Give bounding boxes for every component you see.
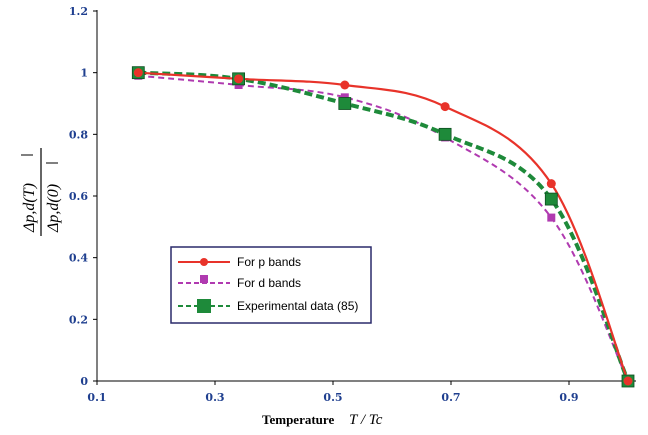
y-tick-label: 1 (80, 67, 88, 80)
data-point (440, 102, 450, 112)
x-tick-label: 0.7 (441, 391, 460, 404)
legend-marker (200, 275, 208, 283)
legend-label: For d bands (237, 276, 301, 290)
legend-label: Experimental data (85) (237, 299, 358, 313)
data-point (623, 376, 633, 386)
data-point (546, 179, 556, 189)
x-tick-label: 0.3 (205, 391, 224, 404)
x-tick-label: 0.5 (323, 391, 342, 404)
data-point (234, 74, 244, 84)
data-point (133, 68, 143, 78)
x-tick-label: 0.9 (559, 391, 578, 404)
legend: For p bands For d bands Experimental data … (170, 246, 372, 324)
y-tick-label: 1.2 (69, 5, 88, 18)
y-tick-label: 0.6 (69, 190, 88, 203)
y-label-denominator: Δp,d(0) (45, 184, 62, 233)
data-point (338, 97, 352, 110)
data-point (547, 213, 556, 222)
legend-label: For p bands (237, 255, 301, 269)
x-axis-label: Temperature (262, 412, 334, 427)
y-tick-label: 0 (80, 375, 88, 388)
legend-entries: For p bands For d bands Experimental data … (178, 255, 358, 313)
y-tick-label: 0.4 (69, 252, 88, 265)
data-point (544, 192, 558, 206)
legend-marker (197, 299, 211, 313)
legend-marker (200, 258, 208, 266)
series-line (138, 70, 630, 382)
x-ticks: 0.1 0.3 0.5 0.7 0.9 (87, 381, 579, 404)
series-layer (131, 66, 635, 388)
y-ticks: 0 0.2 0.4 0.6 0.8 1 1.2 (69, 5, 97, 388)
series-line (138, 74, 629, 382)
x-axis-label-math: T / Tc (349, 412, 383, 428)
x-tick-label: 0.1 (87, 391, 106, 404)
data-point (438, 127, 452, 141)
y-label-numerator: Δp,d(T) (21, 183, 38, 233)
series-line (138, 71, 630, 382)
y-axis-label: Δp,d(T) Δp,d(0) (21, 148, 62, 236)
data-point (340, 80, 350, 90)
y-tick-label: 0.2 (69, 313, 88, 326)
y-tick-label: 0.8 (69, 128, 88, 141)
